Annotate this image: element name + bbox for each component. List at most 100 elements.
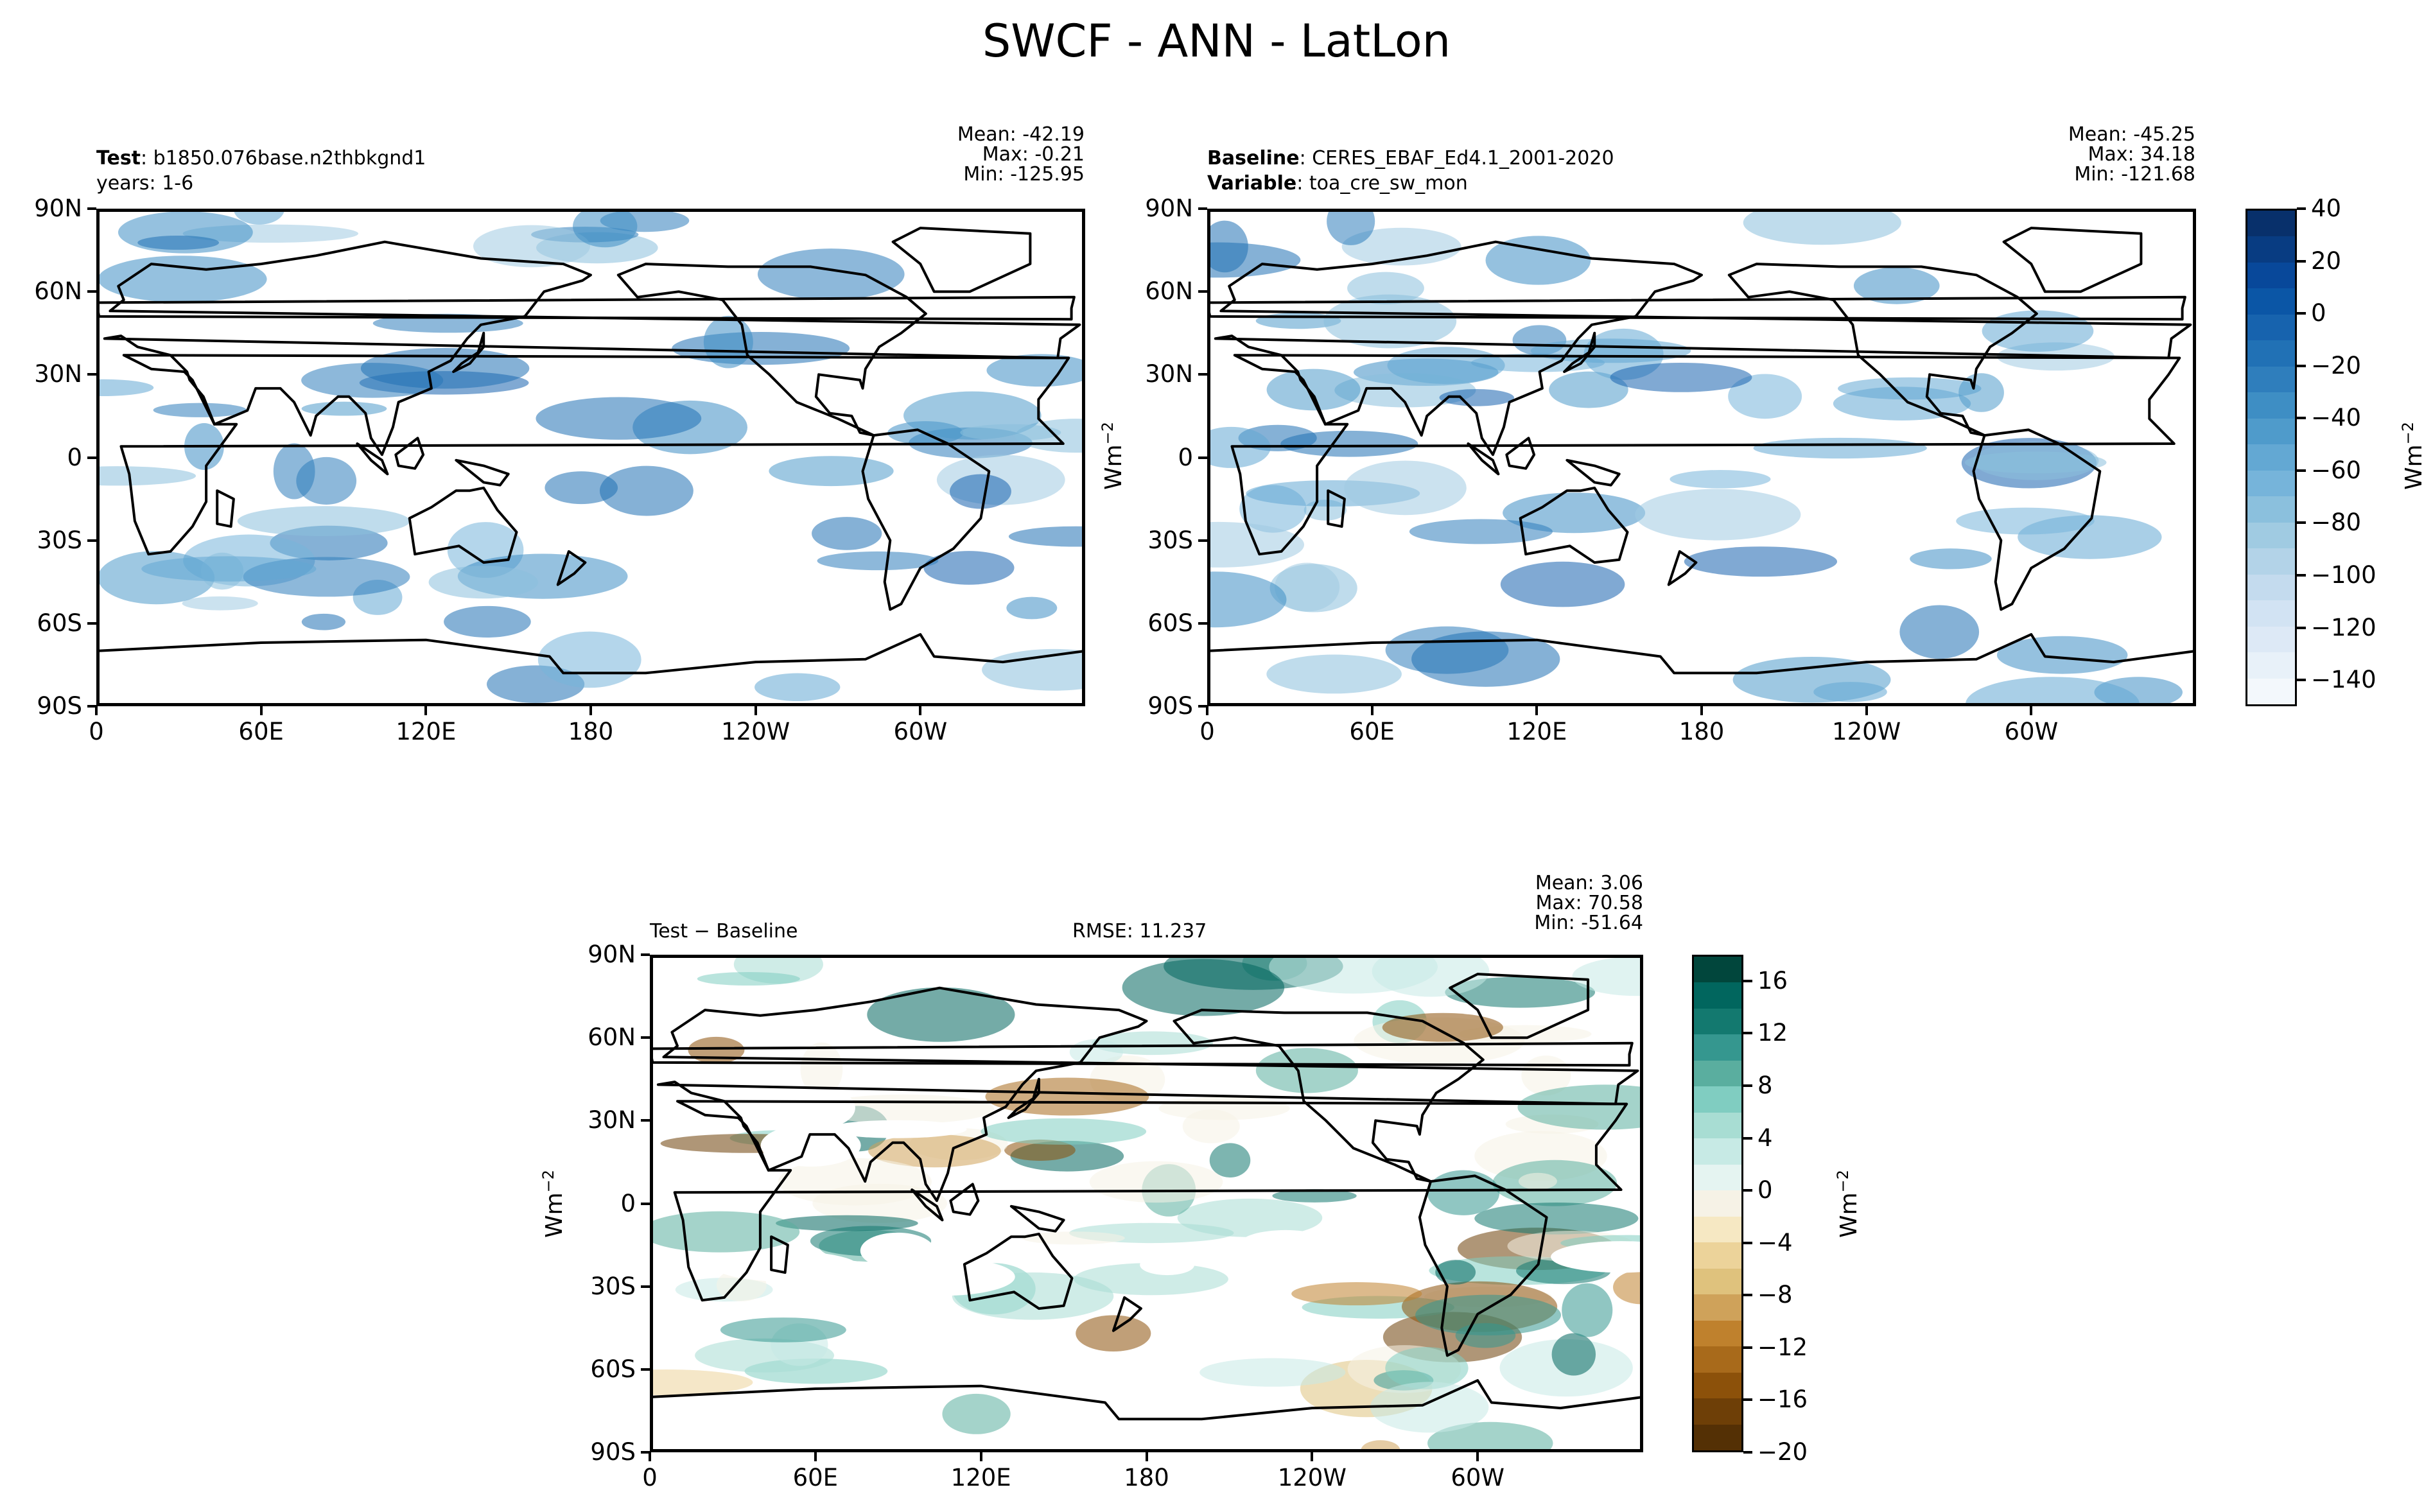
baseline-lat-tick-label: 90S bbox=[1147, 692, 1193, 720]
test-stats: Mean: -42.19 Max: -0.21 Min: -125.95 bbox=[957, 125, 1085, 184]
baseline-lat-tick bbox=[1198, 621, 1207, 625]
baseline-lat-tick-label: 0 bbox=[1178, 443, 1193, 471]
main-colorbar-tick bbox=[2297, 521, 2306, 525]
diff-colorbar-tick-label: −16 bbox=[1757, 1386, 1808, 1414]
diff-colorbar-segment bbox=[1694, 1190, 1741, 1218]
baseline-lon-tick-label: 120W bbox=[1832, 718, 1901, 745]
baseline-lon-tick-label: 60E bbox=[1349, 718, 1395, 745]
diff-colorbar-bar bbox=[1692, 955, 1743, 1452]
test-lat-tick bbox=[87, 539, 96, 542]
main-colorbar-tick-label: −40 bbox=[2311, 404, 2362, 432]
test-lon-tick bbox=[919, 706, 922, 715]
diff-lat-tick bbox=[641, 1119, 650, 1122]
diff-lon-tick bbox=[1311, 1452, 1314, 1461]
baseline-lat-tick bbox=[1198, 207, 1207, 210]
baseline-mean: Mean: -45.25 bbox=[2068, 123, 2195, 146]
diff-mean: Mean: 3.06 bbox=[1535, 872, 1643, 894]
main-colorbar-tick bbox=[2297, 626, 2306, 629]
test-lon-tick bbox=[754, 706, 757, 715]
main-colorbar-segment bbox=[2247, 444, 2295, 472]
diff-stats: Mean: 3.06 Max: 70.58 Min: -51.64 bbox=[1534, 873, 1643, 933]
diff-min: Min: -51.64 bbox=[1534, 912, 1643, 934]
diff-lon-tick-label: 60W bbox=[1451, 1464, 1504, 1491]
diff-lat-tick bbox=[641, 953, 650, 956]
diff-label: Test − Baseline bbox=[650, 920, 798, 943]
diff-colorbar-tick-label: 8 bbox=[1757, 1071, 1773, 1099]
diff-colorbar-segment bbox=[1694, 1372, 1741, 1400]
test-lon-tick-label: 60E bbox=[238, 718, 284, 745]
main-colorbar-segment bbox=[2247, 626, 2295, 654]
main-colorbar-tick bbox=[2297, 364, 2306, 367]
main-colorbar-segment bbox=[2247, 548, 2295, 576]
diff-colorbar-segment bbox=[1694, 1424, 1741, 1450]
main-colorbar-segment bbox=[2247, 262, 2295, 290]
figure-title: SWCF - ANN - LatLon bbox=[982, 15, 1451, 67]
diff-lat-tick bbox=[641, 1036, 650, 1039]
diff-colorbar-tick-label: 4 bbox=[1757, 1124, 1773, 1152]
diff-colorbar-tick-label: −12 bbox=[1757, 1333, 1808, 1361]
main-colorbar-segment bbox=[2247, 652, 2295, 680]
diff-colorbar-units: Wm−2 bbox=[1834, 1169, 1862, 1238]
diff-colorbar-tick-label: 16 bbox=[1757, 966, 1788, 995]
baseline-lon-tick-label: 0 bbox=[1199, 718, 1215, 745]
diff-lon-tick bbox=[1145, 1452, 1148, 1461]
diff-colorbar-tick bbox=[1743, 1398, 1752, 1402]
diff-lon-tick bbox=[1476, 1452, 1479, 1461]
baseline-lon-tick bbox=[1700, 706, 1703, 715]
test-lon-tick bbox=[589, 706, 592, 715]
main-colorbar-tick-label: −100 bbox=[2311, 561, 2376, 589]
baseline-min: Min: -121.68 bbox=[2074, 163, 2195, 186]
baseline-lat-tick-label: 60N bbox=[1145, 277, 1193, 306]
main-colorbar-tick-label: −20 bbox=[2311, 351, 2362, 379]
diff-colorbar-tick bbox=[1743, 1084, 1752, 1087]
baseline-lat-tick bbox=[1198, 539, 1207, 542]
diff-colorbar-segment bbox=[1694, 1138, 1741, 1166]
main-colorbar-segment bbox=[2247, 496, 2295, 524]
baseline-stats: Mean: -45.25 Max: 34.18 Min: -121.68 bbox=[2068, 125, 2195, 184]
diff-colorbar-segment bbox=[1694, 1034, 1741, 1062]
main-colorbar-segment bbox=[2247, 340, 2295, 368]
diff-lon-tick-label: 120E bbox=[950, 1464, 1011, 1491]
test-lat-tick bbox=[87, 207, 96, 210]
baseline-lat-tick-label: 90N bbox=[1145, 195, 1193, 222]
baseline-lon-tick bbox=[1865, 706, 1868, 715]
main-colorbar-tick-label: −60 bbox=[2311, 456, 2362, 484]
test-lat-tick-label: 90S bbox=[37, 692, 82, 720]
test-lon-tick-label: 60W bbox=[893, 718, 948, 745]
diff-map bbox=[650, 955, 1643, 1452]
diff-colorbar-segment bbox=[1694, 957, 1741, 984]
test-lon-tick bbox=[259, 706, 263, 715]
diff-colorbar-segment bbox=[1694, 982, 1741, 1010]
test-lon-tick bbox=[424, 706, 428, 715]
diff-colorbar-segment bbox=[1694, 1398, 1741, 1426]
diff-lat-tick bbox=[641, 1368, 650, 1371]
diff-rmse: RMSE: 11.237 bbox=[1072, 920, 1207, 943]
test-max: Max: -0.21 bbox=[982, 143, 1085, 166]
diff-colorbar-segment bbox=[1694, 1086, 1741, 1114]
main-colorbar-tick bbox=[2297, 312, 2306, 315]
main-colorbar-segment bbox=[2247, 211, 2295, 238]
diff-colorbar-tick bbox=[1743, 1294, 1752, 1297]
diff-colorbar-segment bbox=[1694, 1060, 1741, 1088]
baseline-lat-tick bbox=[1198, 456, 1207, 459]
main-colorbar-segment bbox=[2247, 236, 2295, 264]
main-colorbar-bar bbox=[2246, 209, 2297, 706]
main-colorbar-tick-label: −120 bbox=[2311, 613, 2376, 641]
test-years: years: 1-6 bbox=[96, 172, 194, 195]
diff-lat-tick-label: 60S bbox=[590, 1355, 636, 1383]
test-lat-tick bbox=[87, 705, 96, 708]
diff-max: Max: 70.58 bbox=[1535, 892, 1643, 914]
diff-colorbar-segment bbox=[1694, 1008, 1741, 1036]
test-lon-tick bbox=[95, 706, 98, 715]
test-lat-tick bbox=[87, 290, 96, 293]
diff-colorbar-segment bbox=[1694, 1164, 1741, 1192]
main-colorbar-segment bbox=[2247, 574, 2295, 602]
main-colorbar-segment bbox=[2247, 392, 2295, 420]
diff-colorbar-tick bbox=[1743, 1241, 1752, 1244]
main-colorbar-segment bbox=[2247, 366, 2295, 394]
baseline-lat-tick bbox=[1198, 373, 1207, 376]
diff-lat-tick bbox=[641, 1451, 650, 1454]
diff-colorbar-segment bbox=[1694, 1294, 1741, 1322]
baseline-lon-tick bbox=[2030, 706, 2033, 715]
main-colorbar-tick bbox=[2297, 679, 2306, 682]
